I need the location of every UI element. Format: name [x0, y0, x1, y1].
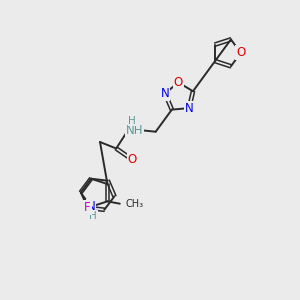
Text: NH: NH	[126, 124, 143, 137]
Text: H: H	[128, 116, 136, 126]
Text: N: N	[161, 87, 170, 100]
Text: CH₃: CH₃	[125, 199, 143, 209]
Text: O: O	[128, 153, 137, 166]
Text: O: O	[236, 46, 245, 59]
Text: N: N	[87, 200, 95, 213]
Text: F: F	[84, 201, 91, 214]
Text: O: O	[173, 76, 183, 89]
Text: N: N	[185, 102, 194, 115]
Text: H: H	[89, 211, 97, 220]
